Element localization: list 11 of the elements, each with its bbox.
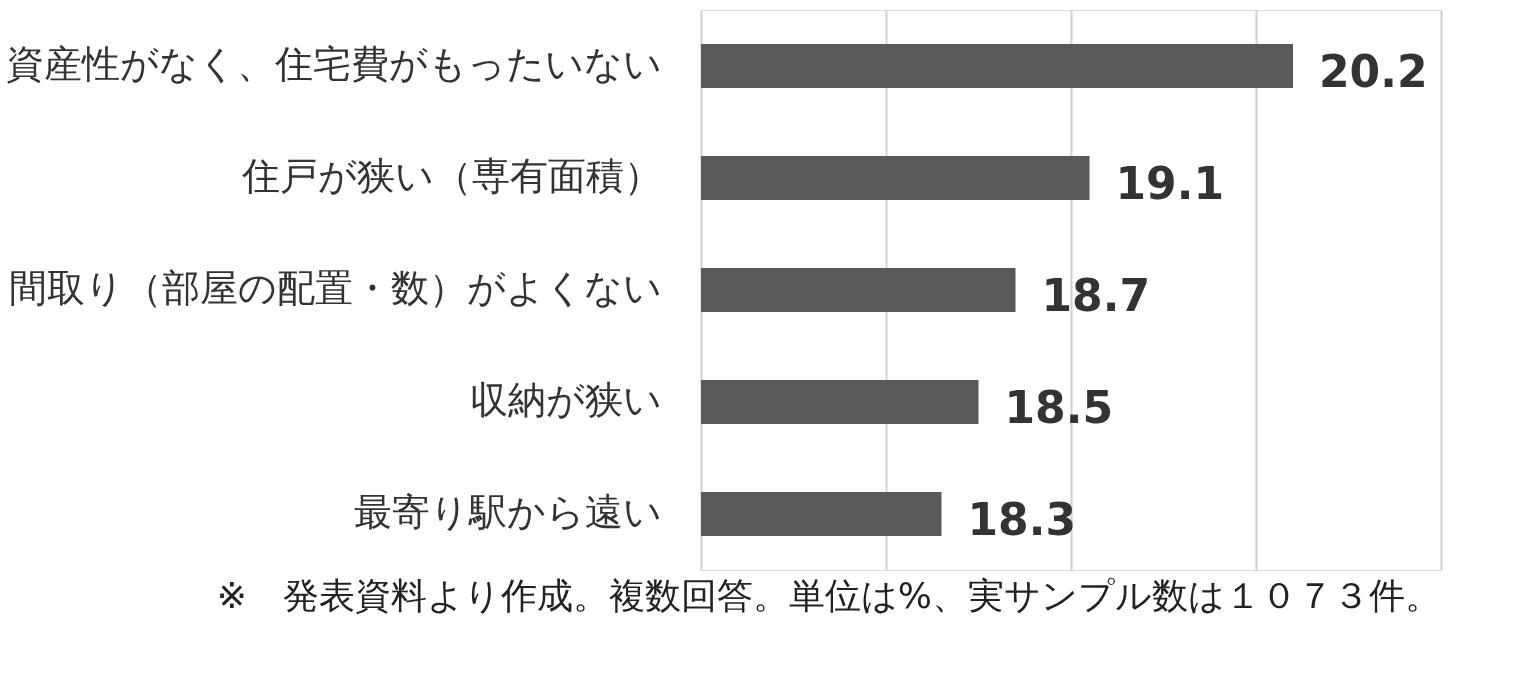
y-tick-label: 資産性がなく、住宅費がもったいない	[5, 42, 662, 86]
data-label: 18.3	[967, 494, 1077, 545]
y-tick-label: 最寄り駅から遠い	[353, 490, 662, 534]
y-tick-label: 収納が狭い	[469, 378, 662, 422]
data-label: 18.7	[1041, 270, 1151, 321]
y-tick-label: 住戸が狭い（専有面積）	[240, 154, 662, 198]
data-label: 20.2	[1319, 46, 1428, 97]
y-tick-label: 間取り（部屋の配置・数）がよくない	[8, 266, 662, 310]
data-label: 19.1	[1115, 158, 1225, 209]
data-label: 18.5	[1004, 382, 1114, 433]
text: ※ 発表資料より作成。複数回答。単位は%、実サンプル数は１０７３件。	[216, 575, 1441, 616]
